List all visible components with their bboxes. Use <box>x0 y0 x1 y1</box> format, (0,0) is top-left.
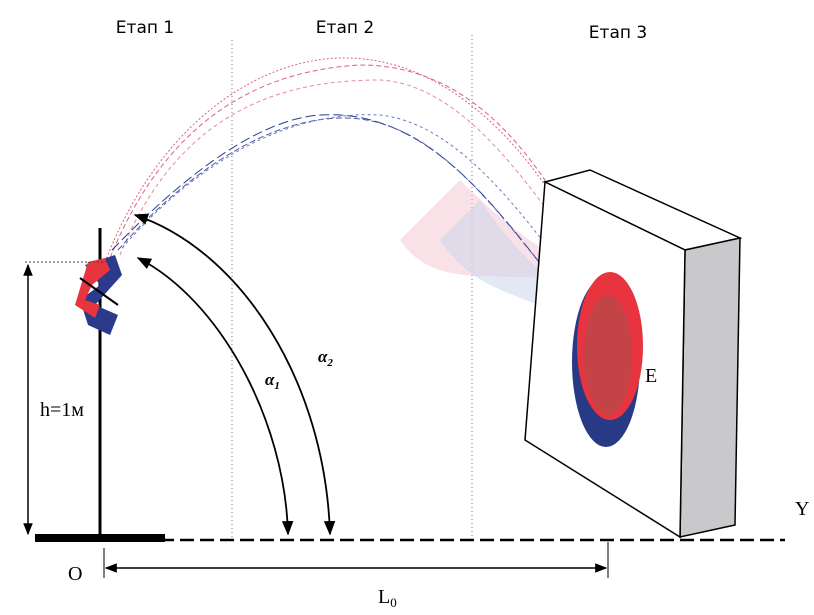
impact-overlap <box>584 295 632 415</box>
trajectories <box>104 57 611 336</box>
angle-label: α2 <box>318 347 333 369</box>
launcher <box>75 255 122 335</box>
axis-label: Y <box>795 498 809 520</box>
origin-label: O <box>68 563 82 585</box>
distance-label: L0 <box>378 586 397 610</box>
stage-label: Етап 2 <box>316 18 374 38</box>
stage-label: Етап 3 <box>589 23 647 43</box>
target-label: E <box>645 365 657 387</box>
angle-label: α1 <box>265 370 280 392</box>
angle-arc <box>133 213 336 536</box>
height-label: h=1м <box>40 399 84 421</box>
angle-arc <box>136 257 294 536</box>
stage-label: Етап 1 <box>116 18 174 38</box>
